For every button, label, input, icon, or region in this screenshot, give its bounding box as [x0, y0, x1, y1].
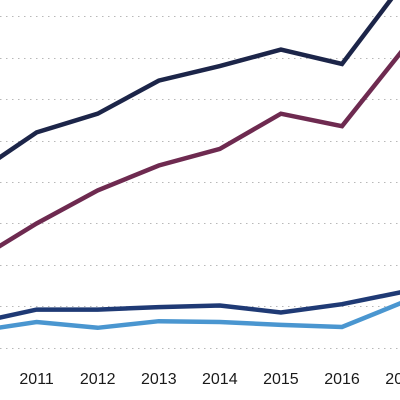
x-tick-label: 2017: [385, 371, 400, 388]
x-tick-label: 2016: [324, 371, 360, 388]
series-lines: [0, 0, 400, 331]
series-line-4: [0, 301, 400, 331]
gridlines: [0, 16, 400, 349]
series-line-1: [0, 0, 394, 160]
x-tick-label: 2011: [19, 371, 54, 388]
x-tick-label: 2015: [263, 371, 299, 388]
x-axis-tick-labels: 2011 2012 2013 2014 2015 2016 2017: [19, 371, 400, 388]
x-tick-label: 2014: [202, 371, 238, 388]
series-line-2: [0, 49, 400, 249]
series-line-3: [0, 290, 400, 320]
x-tick-label: 2012: [80, 371, 116, 388]
x-tick-label: 2013: [141, 371, 177, 388]
